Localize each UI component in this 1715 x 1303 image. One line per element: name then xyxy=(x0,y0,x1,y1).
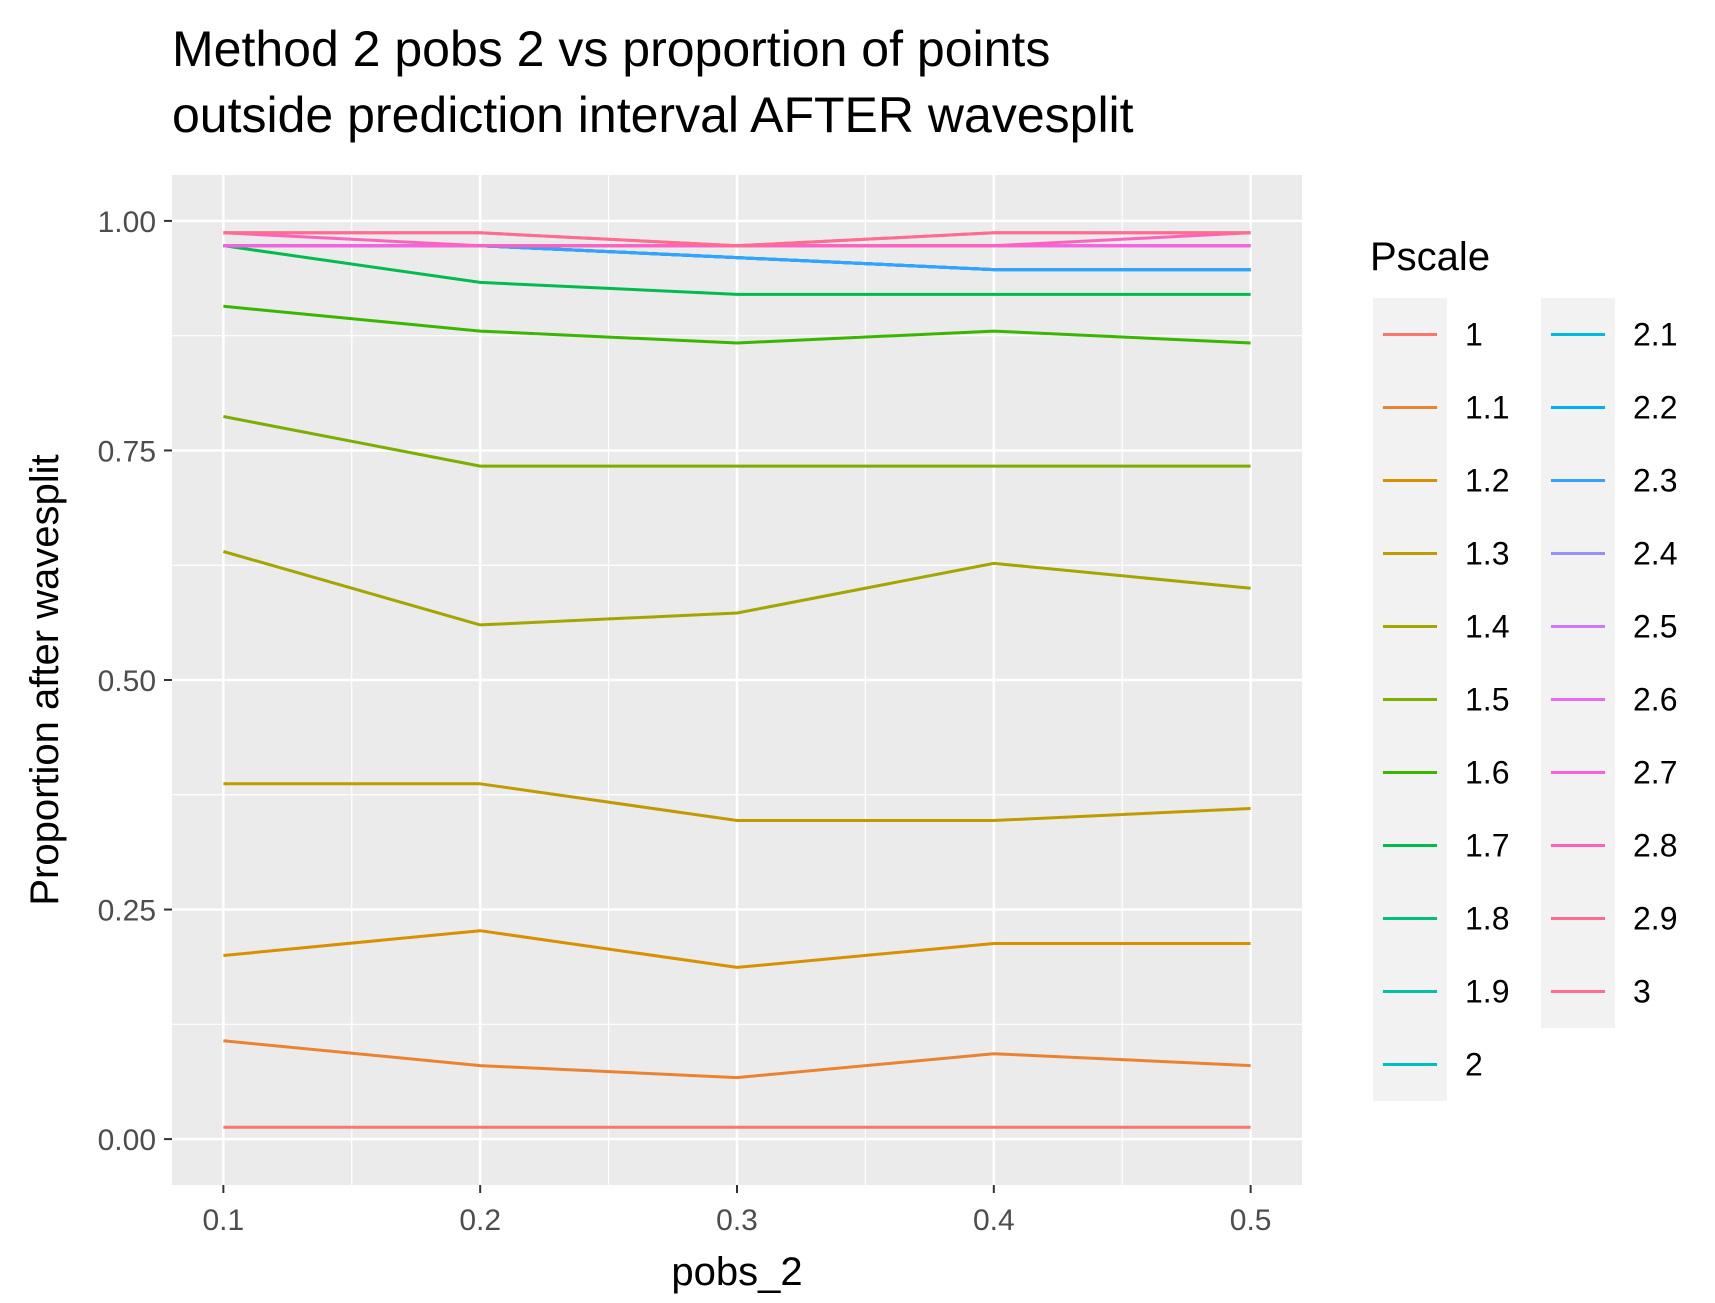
y-tick-label: 0.50 xyxy=(98,665,156,698)
series-line-1-7 xyxy=(223,244,1251,296)
series-line-1-3 xyxy=(223,782,1251,822)
legend-label: 2.2 xyxy=(1633,390,1677,426)
legend-label: 2.8 xyxy=(1633,828,1677,864)
series-lines xyxy=(222,231,1251,1129)
legend-label: 1.5 xyxy=(1465,682,1509,718)
series-line-3 xyxy=(223,231,1251,248)
chart-title-line-2: outside prediction interval AFTER wavesp… xyxy=(172,87,1134,143)
x-tick-label: 0.2 xyxy=(459,1204,501,1237)
legend-label: 1.3 xyxy=(1465,536,1509,572)
legend-label: 2.9 xyxy=(1633,901,1677,937)
legend-label: 1.2 xyxy=(1465,463,1509,499)
legend-label: 2.4 xyxy=(1633,536,1677,572)
legend-label: 1.9 xyxy=(1465,974,1509,1010)
legend-label: 1.6 xyxy=(1465,755,1509,791)
x-tick-label: 0.5 xyxy=(1230,1204,1272,1237)
legend-label: 1.7 xyxy=(1465,828,1509,864)
legend: 1 1.1 1.2 1.3 1.4 1.5 1.6 1.7 1.8 1.9 2 2.1 2.2 2.3 2.… xyxy=(1373,298,1677,1101)
legend-label: 2.5 xyxy=(1633,609,1677,645)
y-tick-label: 0.25 xyxy=(98,895,156,928)
x-axis-ticks: 0.1 0.2 0.3 0.4 0.5 xyxy=(203,1185,1272,1237)
y-axis-ticks: 0.00 0.25 0.50 0.75 1.00 xyxy=(98,206,172,1157)
series-line-1-6 xyxy=(223,304,1251,345)
grid-lines xyxy=(172,175,1302,1185)
series-line-1-2 xyxy=(223,929,1251,969)
x-tick-label: 0.3 xyxy=(716,1204,758,1237)
legend-label: 2.1 xyxy=(1633,317,1677,353)
legend-label: 3 xyxy=(1633,974,1651,1010)
y-tick-label: 1.00 xyxy=(98,206,156,239)
legend-label: 2 xyxy=(1465,1047,1483,1083)
y-tick-label: 0.75 xyxy=(98,435,156,468)
series-line-1-5 xyxy=(223,415,1251,468)
x-tick-label: 0.4 xyxy=(973,1204,1015,1237)
x-tick-label: 0.1 xyxy=(203,1204,245,1237)
legend-label: 2.3 xyxy=(1633,463,1677,499)
legend-label: 1 xyxy=(1465,317,1483,353)
series-line-1-1 xyxy=(223,1039,1251,1080)
legend-label: 1.1 xyxy=(1465,390,1509,426)
chart-title-line-1: Method 2 pobs 2 vs proportion of points xyxy=(172,21,1050,77)
legend-label: 1.4 xyxy=(1465,609,1509,645)
legend-label: 2.7 xyxy=(1633,755,1677,791)
legend-label: 2.6 xyxy=(1633,682,1677,718)
y-tick-label: 0.00 xyxy=(98,1124,156,1157)
legend-label: 1.8 xyxy=(1465,901,1509,937)
x-axis-title: pobs_2 xyxy=(671,1250,802,1294)
y-axis-title: Proportion after wavesplit xyxy=(23,454,67,905)
legend-key-background xyxy=(1541,298,1615,1028)
legend-title: Pscale xyxy=(1370,235,1490,279)
series-line-1-4 xyxy=(222,550,1251,627)
